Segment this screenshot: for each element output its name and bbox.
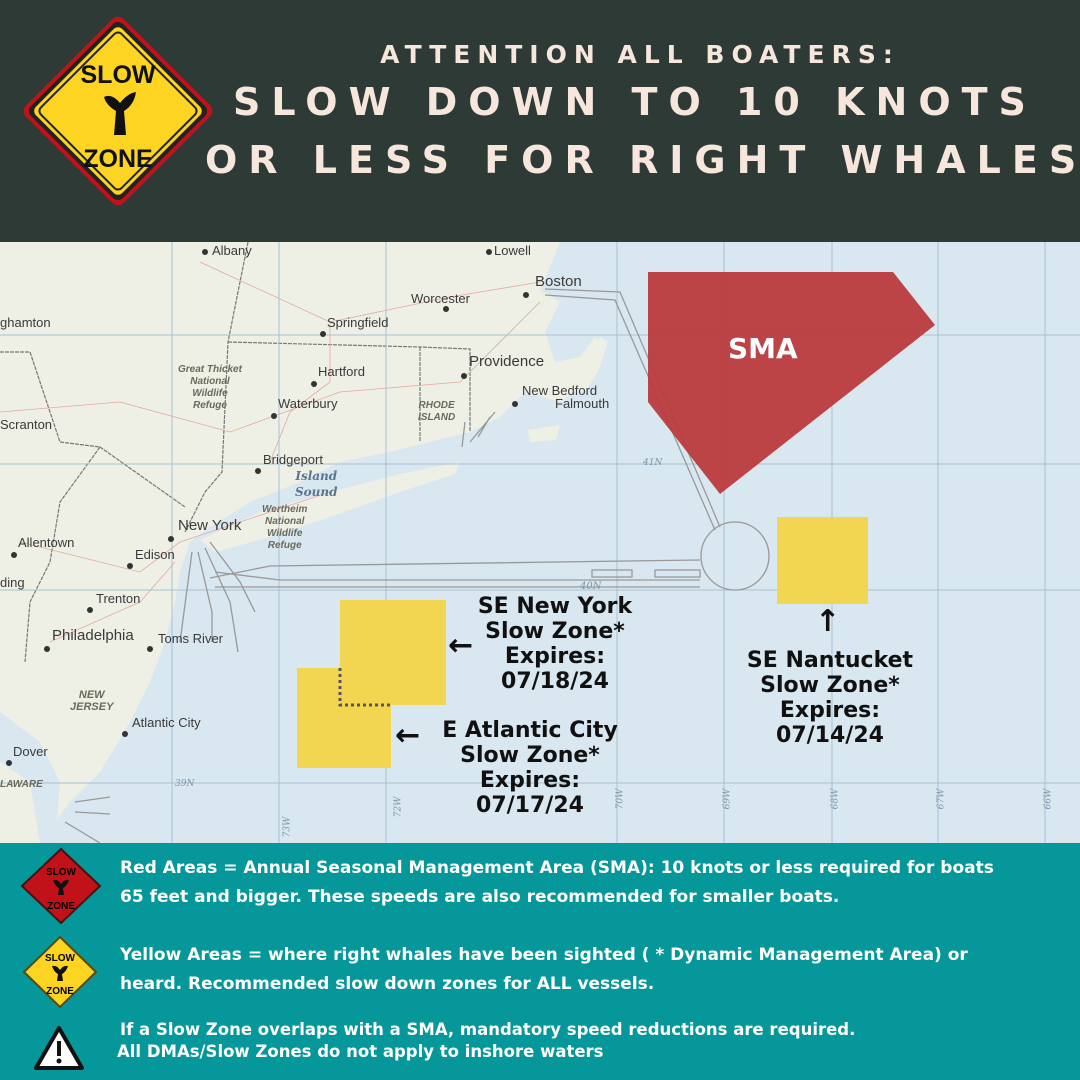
red-slow-zone-sign-icon: SLOW ZONE bbox=[20, 847, 102, 925]
zone-name: SE Nantucket bbox=[746, 648, 914, 673]
city-label: Hartford bbox=[318, 364, 365, 379]
grid-label: 66W bbox=[1043, 788, 1054, 810]
city-label: Albany bbox=[212, 243, 252, 258]
svg-text:SLOW: SLOW bbox=[45, 953, 76, 964]
legend-text: All DMAs/Slow Zones do not apply to insh… bbox=[117, 1042, 604, 1061]
zone-callout-se-nantucket: SE Nantucket Slow Zone* Expires: 07/14/24 bbox=[735, 648, 925, 748]
city-label: Edison bbox=[135, 547, 175, 562]
city-label: Allentown bbox=[18, 535, 75, 550]
zone-expiry-date: 07/18/24 bbox=[501, 669, 609, 694]
se-new-york-slow-zone bbox=[340, 600, 446, 705]
park-label: Great Thicket National Wildlife Refuge bbox=[178, 364, 242, 411]
zone-type: Slow Zone* bbox=[460, 743, 600, 768]
whale-tail-icon bbox=[104, 92, 136, 135]
city-label: Worcester bbox=[411, 291, 470, 306]
city-label: Atlantic City bbox=[132, 715, 201, 730]
long-island bbox=[200, 462, 460, 552]
city-label: Waterbury bbox=[278, 396, 338, 411]
legend-text: heard. Recommended slow down zones for A… bbox=[120, 974, 655, 994]
svg-text:SLOW: SLOW bbox=[46, 867, 77, 878]
zone-type: Slow Zone* bbox=[760, 673, 900, 698]
zone-type: Slow Zone* bbox=[485, 619, 625, 644]
city-label: Scranton bbox=[0, 417, 53, 432]
arrow-left-icon: ← bbox=[448, 628, 474, 663]
city-label: Springfield bbox=[327, 315, 389, 330]
graticule bbox=[0, 242, 1080, 843]
overlap-boundary bbox=[338, 668, 391, 707]
legend-item-red: Red Areas = Annual Seasonal Management A… bbox=[120, 854, 994, 912]
legend-panel: SLOW ZONE SLOW ZONE Red Areas = Annual S… bbox=[0, 843, 1080, 1080]
grid-label: 69W bbox=[722, 788, 733, 810]
city-label: Toms River bbox=[158, 631, 224, 646]
se-nantucket-slow-zone bbox=[777, 517, 868, 604]
legend-item-yellow: Yellow Areas = where right whales have b… bbox=[120, 941, 968, 999]
city-label: Boston bbox=[535, 273, 582, 290]
region-label-new-jersey: NEW JERSEY bbox=[70, 689, 114, 713]
grid-label: 67W bbox=[936, 788, 947, 810]
city-label: Trenton bbox=[96, 591, 141, 606]
header-line-3: OR LESS FOR RIGHT WHALES bbox=[205, 138, 1080, 182]
svg-text:ZONE: ZONE bbox=[83, 145, 152, 173]
legend-text: Yellow Areas = where right whales have b… bbox=[120, 945, 968, 965]
zone-name: E Atlantic City bbox=[442, 718, 618, 743]
legend-text: 65 feet and bigger. These speeds are als… bbox=[120, 887, 840, 907]
warning-icon bbox=[34, 1026, 84, 1070]
city-label: Bridgeport bbox=[263, 452, 323, 467]
svg-text:ZONE: ZONE bbox=[46, 986, 74, 997]
zone-expires-label: Expires: bbox=[504, 644, 606, 669]
map-canvas bbox=[0, 242, 1080, 843]
zone-name: SE New York bbox=[477, 594, 633, 619]
map[interactable]: Albany Lowell Boston Worcester Springfie… bbox=[0, 242, 1080, 843]
svg-text:ZONE: ZONE bbox=[47, 901, 75, 912]
region-label-rhode-island: RHODE ISLAND bbox=[418, 400, 456, 423]
sma-label: SMA bbox=[728, 332, 798, 365]
marthas-vineyard bbox=[528, 425, 560, 442]
zone-expires-label: Expires: bbox=[779, 698, 881, 723]
grid-label: 73W bbox=[282, 816, 293, 838]
zone-callout-e-atlantic-city: E Atlantic City Slow Zone* Expires: 07/17/2… bbox=[430, 718, 630, 818]
legend-item-warning: If a Slow Zone overlaps with a SMA, mand… bbox=[117, 1019, 856, 1063]
grid-label: 41N bbox=[643, 458, 663, 468]
arrow-left-icon: ← bbox=[395, 718, 421, 753]
grid-label: 72W bbox=[393, 796, 404, 818]
zone-expires-label: Expires: bbox=[479, 768, 581, 793]
zone-callout-se-new-york: SE New York Slow Zone* Expires: 07/18/24 bbox=[470, 594, 640, 694]
svg-text:SLOW: SLOW bbox=[81, 61, 156, 89]
legend-text: Red Areas = Annual Seasonal Management A… bbox=[120, 858, 994, 878]
sma-area bbox=[648, 272, 935, 494]
grid-label: 39N bbox=[175, 779, 195, 789]
shipping-lanes bbox=[64, 288, 770, 843]
grid-label: 40N bbox=[580, 581, 602, 592]
region-label-delaware: LAWARE bbox=[0, 779, 43, 790]
land-mass bbox=[0, 242, 605, 843]
legend-text: If a Slow Zone overlaps with a SMA, mand… bbox=[120, 1020, 856, 1039]
zone-expiry-date: 07/14/24 bbox=[776, 723, 884, 748]
yellow-slow-zone-sign-icon: SLOW ZONE bbox=[22, 935, 98, 1009]
city-label: ghamton bbox=[0, 315, 51, 330]
city-label: New York bbox=[178, 517, 242, 534]
cape-cod bbox=[545, 337, 608, 392]
slow-zone-sign-logo: SLOW ZONE bbox=[23, 16, 213, 206]
city-label: Falmouth bbox=[555, 396, 610, 411]
grid-label: 68W bbox=[830, 788, 841, 810]
park-label: Wertheim National Wildlife Refuge bbox=[262, 504, 308, 551]
city-label: Lowell bbox=[494, 243, 531, 258]
arrow-up-icon: ↑ bbox=[815, 604, 841, 639]
city-label: ding bbox=[0, 575, 25, 590]
city-label: Dover bbox=[13, 744, 48, 759]
header-line-1: ATTENTION ALL BOATERS: bbox=[380, 40, 900, 69]
zone-expiry-date: 07/17/24 bbox=[476, 793, 584, 818]
city-label: Providence bbox=[469, 353, 545, 370]
header-line-2: SLOW DOWN TO 10 KNOTS bbox=[233, 80, 1037, 124]
city-label: Philadelphia bbox=[52, 627, 134, 644]
city-label: New Bedford bbox=[522, 383, 598, 398]
header-banner: SLOW ZONE ATTENTION ALL BOATERS: SLOW DO… bbox=[0, 0, 1080, 242]
water-label-island-sound: Island Sound bbox=[295, 469, 338, 499]
